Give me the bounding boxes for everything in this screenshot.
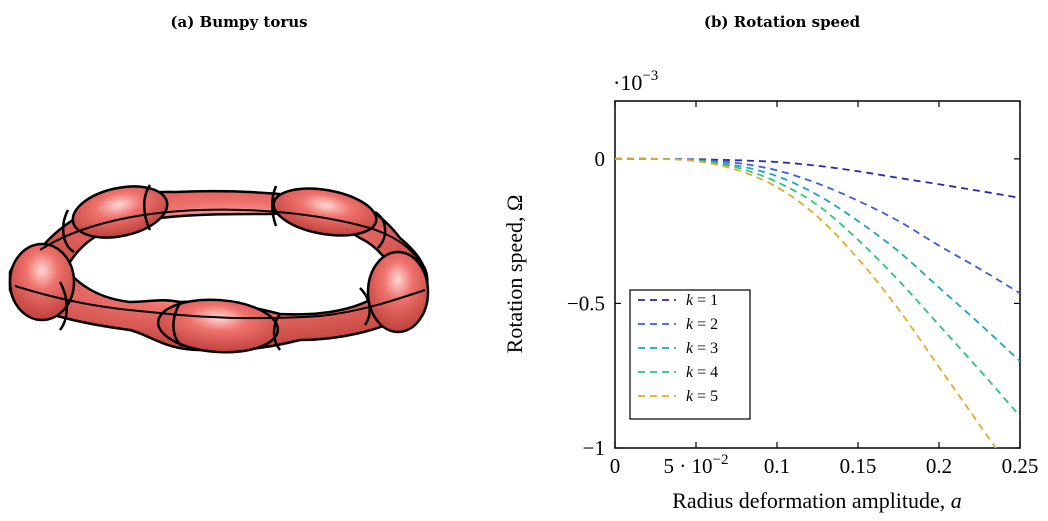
x-tick-label: 0.15 [840, 454, 877, 478]
x-tick-label: 5 · 10−2 [664, 452, 729, 478]
y-multiplier: ·10−3 [613, 68, 658, 95]
series-lines [615, 157, 1020, 448]
series-line-k1 [615, 157, 1020, 199]
legend-entry: k = 2 [686, 316, 718, 333]
torus-longitude-line-back [39, 208, 421, 263]
x-tick-label: 0.25 [1002, 454, 1039, 478]
x-tick-label: 0 [610, 454, 621, 478]
legend-entry: k = 1 [686, 292, 718, 309]
torus-bump [8, 242, 76, 322]
series-line-k5 [615, 157, 997, 448]
legend: k = 1 k = 2 k = 3 k = 4 k = 5 [629, 289, 751, 420]
legend-box [629, 289, 751, 420]
torus-longitude-line [14, 285, 426, 320]
series-line-k2 [615, 157, 1020, 295]
axis-tick-labels: 0 5 · 10−2 0.1 0.15 0.2 0.25 0 −0.5 −1 [567, 147, 1038, 478]
panel-a-caption: (a) Bumpy torus [170, 13, 307, 31]
legend-entry: k = 5 [686, 388, 718, 405]
y-tick-label: −0.5 [567, 291, 605, 315]
series-line-k3 [615, 157, 1020, 362]
x-tick-label: 0.2 [926, 454, 952, 478]
plot-frame [614, 100, 1021, 449]
torus-bump [366, 250, 430, 334]
series-line-k4 [615, 157, 1020, 417]
y-tick-label: −1 [583, 436, 605, 460]
legend-entry: k = 4 [686, 364, 718, 381]
legend-entry: k = 3 [686, 340, 718, 357]
x-tick-label: 0.1 [764, 454, 790, 478]
bumpy-torus-illustration [8, 184, 430, 354]
y-axis-label: Rotation speed, Ω [502, 195, 527, 354]
x-axis-label: Radius deformation amplitude, a [672, 488, 962, 513]
torus-bump [156, 298, 280, 354]
torus-front-band [8, 251, 429, 352]
chart-title: (b) Rotation speed [704, 13, 861, 31]
y-tick-label: 0 [595, 147, 606, 171]
